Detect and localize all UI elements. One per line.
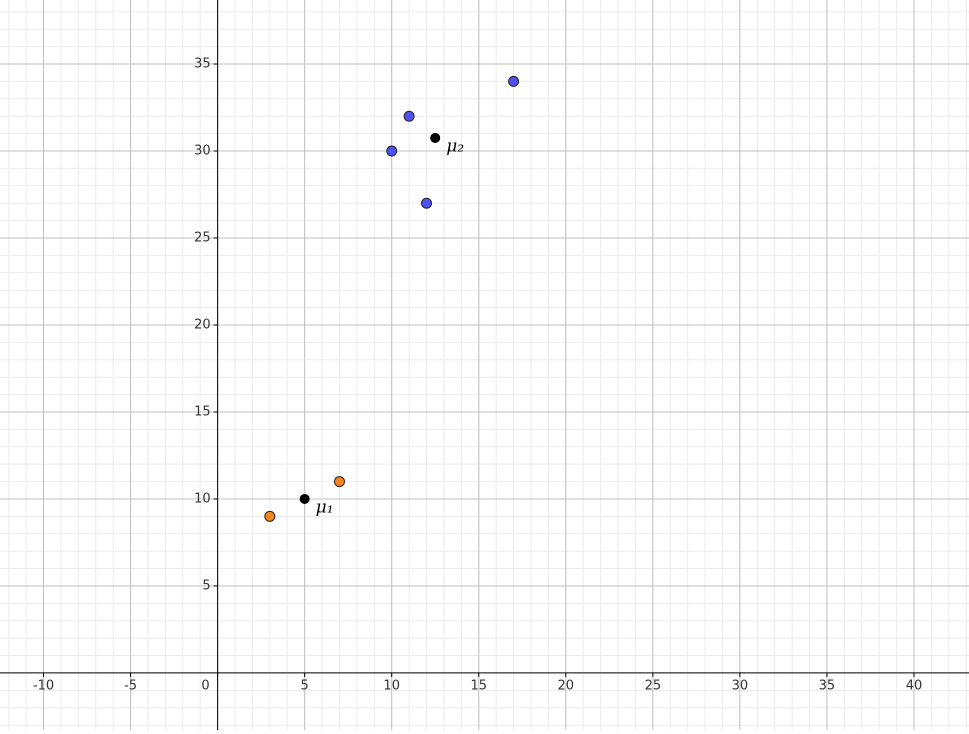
data-point	[386, 145, 398, 157]
x-tick-label: 15	[470, 678, 487, 693]
y-tick-label: 20	[194, 317, 211, 332]
x-tick-label: 0	[201, 678, 209, 693]
centroid-label: μ₂	[446, 136, 464, 156]
x-tick-label: 25	[645, 678, 662, 693]
x-tick-label: 35	[819, 678, 836, 693]
x-tick-label: -10	[33, 678, 54, 693]
x-tick-label: -5	[124, 678, 137, 693]
data-point	[421, 197, 433, 209]
x-tick-label: 20	[558, 678, 575, 693]
data-point	[508, 75, 520, 87]
y-tick-label: 25	[194, 230, 211, 245]
data-point	[403, 110, 415, 122]
y-tick-label: 30	[194, 144, 211, 159]
centroid-point	[299, 493, 310, 504]
centroid-point	[430, 132, 441, 143]
x-tick-label: 5	[301, 678, 309, 693]
y-tick-label: 15	[194, 404, 211, 419]
points: μ₁ μ₂	[264, 75, 520, 522]
centroid-label: μ₁	[316, 497, 334, 517]
y-tick-label: 5	[202, 578, 210, 593]
y-tick-label: 10	[194, 491, 211, 506]
x-tick-label: 40	[906, 678, 923, 693]
x-tick-label: 30	[732, 678, 749, 693]
data-point	[264, 510, 276, 522]
y-tick-label: 35	[194, 57, 211, 72]
x-tick-label: 10	[383, 678, 400, 693]
data-point	[333, 476, 345, 488]
